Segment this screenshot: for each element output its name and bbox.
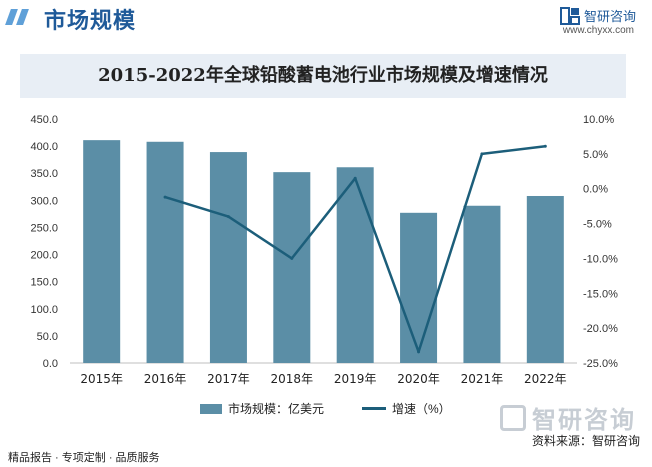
legend-line-swatch <box>362 407 386 410</box>
bar <box>400 212 438 363</box>
growth-point <box>290 256 294 260</box>
brand-logo-icon <box>559 6 580 25</box>
y-right-tick-label: -15.0% <box>583 288 618 300</box>
watermark-logo-icon <box>500 404 526 431</box>
y-right-tick-label: -20.0% <box>583 323 618 335</box>
header-decoration <box>5 9 30 30</box>
legend-line-label: 增速（%） <box>392 402 451 416</box>
x-tick-label: 2022年 <box>524 372 567 386</box>
brand[interactable]: 智研咨询 <box>559 6 636 25</box>
x-tick-label: 2021年 <box>461 372 504 386</box>
y-right-tick-label: -25.0% <box>583 358 618 370</box>
footer: 精品报告 · 专项定制 · 品质服务 资料来源：智研咨询 <box>0 434 652 467</box>
bar <box>336 167 374 363</box>
y-left-tick-label: 200.0 <box>30 250 58 262</box>
growth-point <box>353 176 357 180</box>
bar <box>209 152 247 363</box>
x-tick-label: 2017年 <box>207 372 250 386</box>
y-left-tick-label: 250.0 <box>30 222 58 234</box>
x-tick-label: 2019年 <box>334 372 377 386</box>
y-left-tick-label: 450.0 <box>30 114 58 126</box>
y-right-tick-label: 5.0% <box>583 149 608 161</box>
x-tick-label: 2018年 <box>271 372 314 386</box>
legend-item-bar: 市场规模：亿美元 <box>200 400 324 417</box>
y-left-tick-label: 50.0 <box>37 331 58 343</box>
x-tick-label: 2016年 <box>144 372 187 386</box>
section-title: 市场规模 <box>44 9 137 34</box>
y-left-tick-label: 300.0 <box>30 195 58 207</box>
footer-slogan: 精品报告 · 专项定制 · 品质服务 <box>8 452 160 464</box>
y-right-tick-label: -5.0% <box>583 219 612 231</box>
bar <box>83 140 121 363</box>
legend-bar-swatch <box>200 403 222 414</box>
brand-name: 智研咨询 <box>583 10 636 25</box>
header-bar: 市场规模 智研咨询 www.chyxx.com <box>0 0 652 40</box>
y-left-tick-label: 0.0 <box>43 358 58 370</box>
y-right-tick-label: -10.0% <box>583 253 618 265</box>
growth-point <box>226 215 230 219</box>
chart-title: 2015-2022年全球铅酸蓄电池行业市场规模及增速情况 <box>98 65 548 86</box>
growth-point <box>163 195 167 199</box>
x-tick-label: 2015年 <box>80 372 123 386</box>
y-left-tick-label: 400.0 <box>30 141 58 153</box>
watermark-text: 智研咨询 <box>532 406 636 434</box>
y-left-tick-label: 350.0 <box>30 168 58 180</box>
legend-bar-label: 市场规模：亿美元 <box>228 402 325 416</box>
chart-title-box: 2015-2022年全球铅酸蓄电池行业市场规模及增速情况 <box>20 54 626 98</box>
chart: 0.0 50.0 100.0 150.0 200.0 250.0 300.0 350.0 400… <box>30 114 618 386</box>
growth-point <box>543 144 547 148</box>
x-tick-label: 2020年 <box>397 372 440 386</box>
growth-point <box>480 152 484 156</box>
y-left-tick-label: 150.0 <box>30 277 58 289</box>
brand-url[interactable]: www.chyxx.com <box>562 25 634 36</box>
bar <box>463 205 501 363</box>
data-source: 资料来源：智研咨询 <box>531 434 640 448</box>
watermark-logo: 智研咨询 <box>500 400 636 435</box>
bar <box>526 195 564 363</box>
legend: 市场规模：亿美元 增速（%） <box>0 400 652 420</box>
bar <box>146 141 184 363</box>
y-right-tick-label: 0.0% <box>583 184 608 196</box>
bar <box>273 172 311 363</box>
growth-point <box>417 350 421 354</box>
legend-item-line: 增速（%） <box>362 400 451 417</box>
y-right-tick-label: 10.0% <box>583 114 614 126</box>
y-left-tick-label: 100.0 <box>30 304 58 316</box>
